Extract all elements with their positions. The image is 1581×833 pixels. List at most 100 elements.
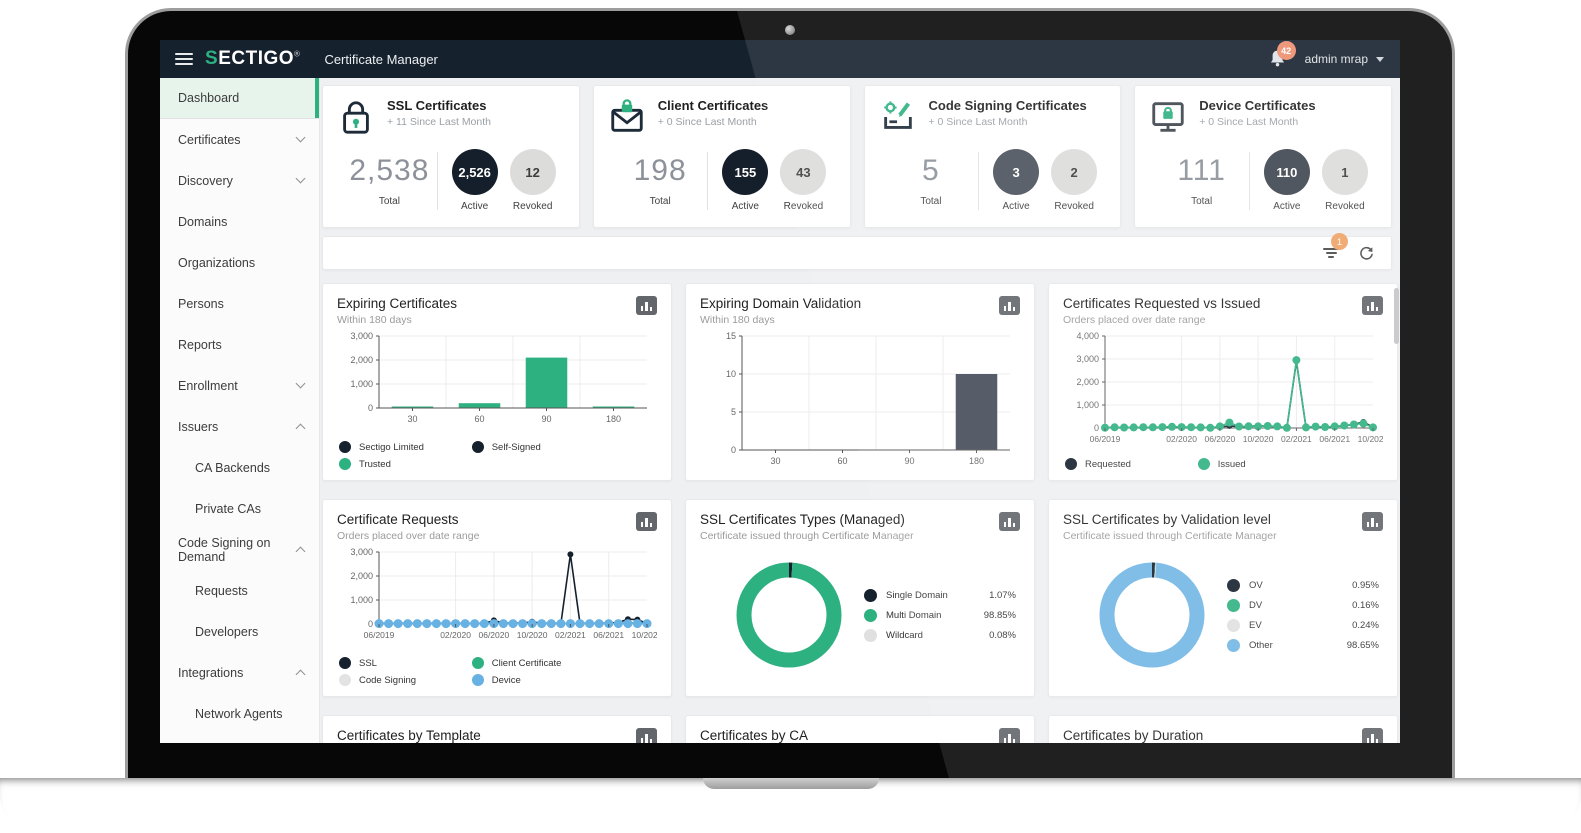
laptop-notch xyxy=(702,778,879,789)
stat-total-value: 5 xyxy=(922,154,940,187)
legend-value: 0.16% xyxy=(1352,599,1379,611)
notifications-button[interactable]: 42 xyxy=(1267,41,1296,71)
legend-item: DV 0.16% xyxy=(1227,598,1379,612)
notification-count-badge: 42 xyxy=(1276,41,1296,60)
svg-text:15: 15 xyxy=(726,331,736,341)
divider xyxy=(707,151,709,210)
svg-text:06/2019: 06/2019 xyxy=(1090,434,1121,444)
sectigo-logo: SECTIGO® xyxy=(205,48,301,69)
sidebar-item-persons[interactable]: Persons xyxy=(160,283,319,324)
chart-subtitle: Within 180 days xyxy=(337,314,412,326)
chart-type-button[interactable] xyxy=(999,296,1020,315)
sidebar-item-label: Integrations xyxy=(178,665,244,680)
sidebar-item-issuers[interactable]: Issuers xyxy=(160,406,319,447)
active-label: Active xyxy=(1002,201,1030,212)
chevron-down-icon xyxy=(295,173,306,184)
stat-card-delta: + 0 Since Last Month xyxy=(1199,116,1299,128)
sidebar-item-integrations[interactable]: Integrations xyxy=(160,652,319,693)
user-menu[interactable]: admin mrap xyxy=(1305,52,1384,66)
legend-item: Multi Domain 98.85% xyxy=(864,608,1016,622)
bar-chart-icon xyxy=(1366,734,1379,743)
svg-text:0: 0 xyxy=(368,619,373,629)
legend-value: 0.95% xyxy=(1352,579,1379,591)
stat-total-label: Total xyxy=(1191,196,1213,207)
svg-text:10: 10 xyxy=(726,369,736,379)
sidebar-item-ca-backends[interactable]: CA Backends xyxy=(160,447,319,488)
legend-item: Client Certificate xyxy=(471,657,655,669)
revoked-label: Revoked xyxy=(512,201,553,212)
svg-text:1,000: 1,000 xyxy=(350,379,373,389)
sidebar-item-certificates[interactable]: Certificates xyxy=(160,119,319,160)
sidebar-item-label: Issuers xyxy=(178,419,219,434)
webcam-icon xyxy=(785,25,795,35)
svg-text:2,000: 2,000 xyxy=(350,355,373,365)
stat-total-value: 2,538 xyxy=(349,154,430,187)
sidebar-item-label: Requests xyxy=(195,583,248,598)
sidebar-item-private-cas[interactable]: Private CAs xyxy=(160,488,319,529)
legend-value: 0.24% xyxy=(1352,619,1379,631)
chart-type-button[interactable] xyxy=(999,512,1020,531)
svg-text:10/2021: 10/2021 xyxy=(632,630,657,640)
charts-grid: Expiring Certificates Within 180 days 0 1… xyxy=(322,283,1398,743)
filter-button[interactable]: 1 xyxy=(1322,233,1348,260)
sidebar-item-network-agents[interactable]: Network Agents xyxy=(160,693,319,734)
refresh-button[interactable] xyxy=(1358,245,1375,262)
top-bar: SECTIGO® Certificate Manager 42 admin mr… xyxy=(160,40,1400,78)
chart-type-button[interactable] xyxy=(1362,512,1383,531)
chart-type-button[interactable] xyxy=(1362,728,1383,743)
chart-type-button[interactable] xyxy=(636,296,657,315)
bar-chart-icon xyxy=(640,518,653,527)
chart-title: Expiring Certificates xyxy=(337,296,458,311)
svg-text:0: 0 xyxy=(368,403,373,413)
chart-type-button[interactable] xyxy=(636,512,657,531)
legend-dot xyxy=(1227,638,1240,652)
svg-text:06/2020: 06/2020 xyxy=(1204,434,1235,444)
sidebar-item-code-signing-on-demand[interactable]: Code Signing on Demand xyxy=(160,529,319,570)
chevron-down-icon xyxy=(295,378,306,389)
legend-value: 1.07% xyxy=(989,589,1016,601)
bar-chart-icon xyxy=(1366,302,1379,311)
chart-title: Certificates by CA xyxy=(700,728,809,743)
legend-value: 0.08% xyxy=(989,629,1016,641)
legend-item: Other 98.65% xyxy=(1227,638,1379,652)
bar-chart-icon xyxy=(1003,518,1016,527)
revoked-label: Revoked xyxy=(1054,201,1094,212)
scrollbar-thumb[interactable] xyxy=(1394,288,1399,344)
refresh-icon xyxy=(1360,246,1373,260)
sidebar-item-label: Discovery xyxy=(178,173,233,188)
sidebar-item-enrollment[interactable]: Enrollment xyxy=(160,365,319,406)
legend-item: Device xyxy=(471,674,655,686)
legend-label: Requested xyxy=(1085,458,1131,470)
legend-item: Issued xyxy=(1197,458,1381,470)
chart-type-button[interactable] xyxy=(636,728,657,743)
sidebar-item-label: Private CAs xyxy=(195,501,261,516)
hamburger-menu-icon[interactable] xyxy=(175,53,193,65)
stat-card-title: Client Certificates xyxy=(657,98,769,113)
chart-type-button[interactable] xyxy=(999,728,1020,743)
chart-card-certificates-requested-vs-issued: Certificates Requested vs Issued Orders … xyxy=(1048,283,1398,481)
chart-title: Certificates Requested vs Issued xyxy=(1063,296,1261,311)
stat-card-title: SSL Certificates xyxy=(387,98,487,113)
sidebar-item-discovery[interactable]: Discovery xyxy=(160,160,319,201)
chart-type-button[interactable] xyxy=(1362,296,1383,315)
legend-dot xyxy=(864,628,877,642)
sidebar-item-label: Organizations xyxy=(178,255,256,270)
stat-card-device-certificates: Device Certificates + 0 Since Last Month… xyxy=(1134,85,1392,228)
svg-text:0: 0 xyxy=(731,445,736,455)
sidebar-item-label: Code Signing on Demand xyxy=(178,535,271,564)
chart-subtitle: Certificate issued through Certificate M… xyxy=(1063,530,1277,542)
sidebar-item-domains[interactable]: Domains xyxy=(160,201,319,242)
legend-item: Code Signing xyxy=(339,674,472,686)
sidebar-item-reports[interactable]: Reports xyxy=(160,324,319,365)
sidebar-item-requests[interactable]: Requests xyxy=(160,570,319,611)
legend-item: Wildcard 0.08% xyxy=(864,628,1016,642)
chart-subtitle: Orders placed over date range xyxy=(337,530,480,542)
svg-text:0: 0 xyxy=(1094,423,1099,433)
svg-text:10/2020: 10/2020 xyxy=(517,630,548,640)
main-content: SSL Certificates + 11 Since Last Month 2… xyxy=(320,78,1400,743)
sidebar-item-dashboard[interactable]: Dashboard xyxy=(160,78,319,119)
sidebar-item-organizations[interactable]: Organizations xyxy=(160,242,319,283)
sidebar-item-developers[interactable]: Developers xyxy=(160,611,319,652)
svg-text:3,000: 3,000 xyxy=(350,547,373,557)
